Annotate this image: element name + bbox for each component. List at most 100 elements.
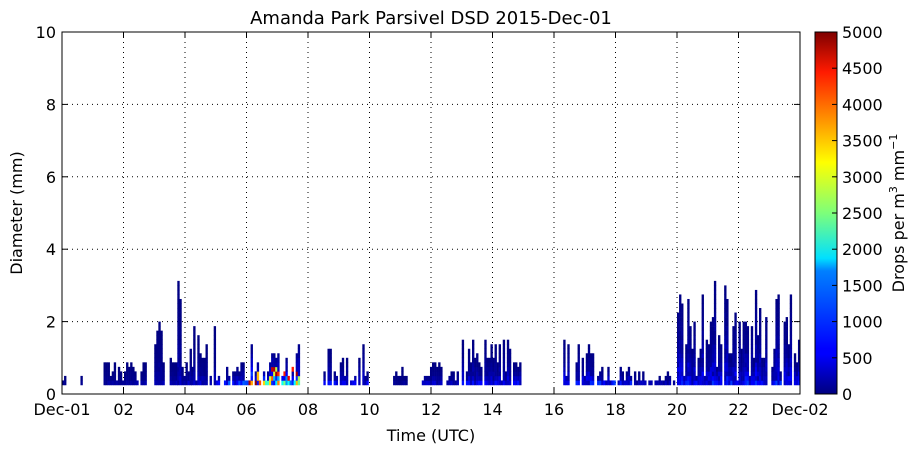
heatmap-cell: [785, 366, 788, 372]
heatmap-cell: [567, 371, 570, 377]
heatmap-cell: [498, 366, 501, 372]
heatmap-cell: [393, 375, 396, 381]
heatmap-cell: [587, 353, 591, 359]
heatmap-cell: [666, 380, 670, 386]
heatmap-cell: [775, 339, 778, 345]
heatmap-cell: [679, 335, 682, 340]
heatmap-cell: [506, 375, 510, 381]
heatmap-cell: [295, 380, 299, 386]
heatmap-cell: [681, 303, 684, 309]
heatmap-cell: [711, 321, 715, 327]
heatmap-cell: [746, 380, 750, 386]
heatmap-cell: [773, 362, 776, 368]
heatmap-cell: [711, 362, 715, 368]
heatmap-cell: [277, 353, 280, 359]
heatmap-cell: [498, 380, 501, 386]
heatmap-cell: [724, 371, 727, 377]
heatmap-cell: [213, 326, 217, 331]
heatmap-cell: [563, 344, 566, 350]
grid-lines: [62, 32, 800, 394]
heatmap-cell: [130, 380, 133, 386]
heatmap-cell: [205, 344, 208, 350]
heatmap-cell: [732, 344, 735, 350]
heatmap-cell: [797, 339, 800, 345]
heatmap-cell: [607, 375, 610, 381]
heatmap-cell: [517, 371, 520, 377]
heatmap-cell: [746, 353, 750, 359]
heatmap-cell: [689, 380, 692, 386]
heatmap-cell: [256, 375, 260, 381]
heatmap-cell: [189, 353, 192, 359]
heatmap-cell: [709, 366, 713, 372]
heatmap-cell: [567, 357, 570, 363]
heatmap-cell: [793, 375, 797, 381]
heatmap-cell: [728, 362, 731, 368]
heatmap-cell: [156, 344, 159, 350]
heatmap-cell: [715, 380, 719, 386]
heatmap-cell: [740, 362, 743, 368]
heatmap-cell: [709, 380, 713, 386]
heatmap-cell: [724, 380, 727, 386]
heatmap-cell: [467, 348, 471, 354]
heatmap-cell: [681, 317, 684, 322]
heatmap-cell: [175, 366, 179, 372]
heatmap-cell: [327, 357, 330, 363]
heatmap-cell: [177, 312, 180, 318]
heatmap-cell: [142, 375, 145, 381]
heatmap-cell: [785, 326, 788, 331]
heatmap-cell: [203, 357, 206, 363]
heatmap-cell: [271, 371, 274, 377]
heatmap-cell: [158, 366, 161, 372]
heatmap-cell: [142, 380, 145, 386]
heatmap-cell: [476, 362, 479, 368]
heatmap-cell: [476, 366, 479, 372]
heatmap-cell: [197, 371, 200, 377]
heatmap-cell: [401, 371, 404, 377]
heatmap-cell: [621, 375, 624, 381]
heatmap-cell: [756, 344, 760, 350]
heatmap-cell: [205, 357, 208, 363]
heatmap-cell: [701, 348, 704, 354]
heatmap-cell: [763, 357, 766, 363]
heatmap-cell: [205, 348, 208, 354]
colorbar-tick-label: 1500: [842, 276, 883, 295]
heatmap-cell: [681, 335, 684, 340]
heatmap-cell: [432, 375, 435, 381]
heatmap-cell: [724, 303, 727, 309]
heatmap-cell: [754, 375, 758, 381]
heatmap-cell: [515, 362, 518, 368]
heatmap-cell: [345, 362, 349, 368]
heatmap-cell: [134, 371, 137, 377]
heatmap-cell: [679, 371, 682, 377]
heatmap-cell: [405, 380, 408, 386]
heatmap-cell: [105, 375, 108, 381]
heatmap-cell: [756, 357, 760, 363]
heatmap-cell: [677, 375, 680, 381]
heatmap-cell: [789, 362, 793, 368]
heatmap-cell: [797, 375, 800, 381]
heatmap-cell: [711, 357, 715, 363]
heatmap-cell: [752, 357, 756, 363]
heatmap-cell: [754, 344, 758, 350]
colorbar-tick-label: 2000: [842, 240, 883, 259]
heatmap-cell: [718, 362, 721, 368]
heatmap-cell: [754, 371, 758, 377]
heatmap-cell: [329, 375, 332, 381]
heatmap-cell: [750, 366, 754, 372]
heatmap-cell: [677, 353, 680, 359]
heatmap-cell: [597, 380, 600, 386]
heatmap-cell: [693, 380, 696, 386]
heatmap-cell: [689, 371, 692, 377]
heatmap-cell: [726, 371, 729, 377]
heatmap-cell: [785, 380, 788, 386]
heatmap-cell: [197, 362, 200, 368]
heatmap-cell: [283, 375, 286, 381]
heatmap-cell: [488, 366, 491, 372]
heatmap-cell: [197, 339, 200, 345]
heatmap-cell: [201, 362, 204, 368]
heatmap-cell: [705, 344, 709, 350]
heatmap-cell: [343, 380, 347, 386]
heatmap-cell: [738, 362, 741, 368]
heatmap-cell: [658, 375, 661, 381]
heatmap-cell: [656, 380, 659, 386]
